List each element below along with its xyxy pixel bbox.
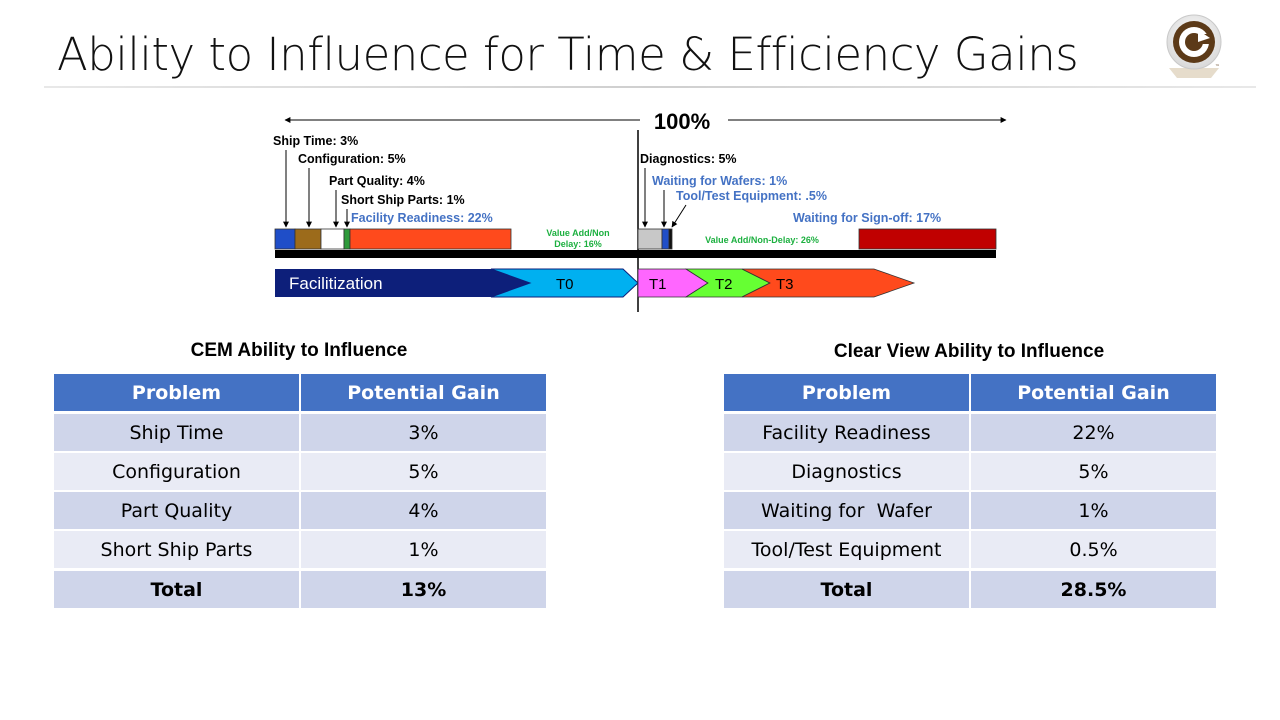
table-row: Ship Time 3% bbox=[52, 411, 548, 453]
header-potential-gain: Potential Gain bbox=[969, 372, 1218, 414]
cell-gain: 3% bbox=[299, 411, 548, 453]
value-add-left-line2: Delay: 16% bbox=[554, 239, 602, 249]
cell-gain: 4% bbox=[299, 490, 548, 531]
phase-t2-label: T2 bbox=[715, 276, 733, 293]
title-divider bbox=[44, 86, 1256, 88]
label-waiting-wafers: Waiting for Wafers: 1% bbox=[652, 174, 787, 188]
table-row: Part Quality 4% bbox=[52, 490, 548, 531]
table-total-row: Total 13% bbox=[52, 568, 548, 610]
total-label: Total bbox=[722, 568, 971, 610]
table-row: Waiting for Wafer 1% bbox=[722, 490, 1218, 531]
segment-tool-test bbox=[668, 228, 673, 250]
phase-facilitization-label: Facilitization bbox=[289, 274, 383, 293]
table-header-row: Problem Potential Gain bbox=[722, 372, 1218, 414]
table-row: Tool/Test Equipment 0.5% bbox=[722, 529, 1218, 571]
value-add-left-line1: Value Add/Non bbox=[546, 228, 609, 238]
phase-t0-arrow bbox=[490, 268, 639, 298]
total-label: Total bbox=[52, 568, 301, 610]
trademark-mark: ™ bbox=[1215, 64, 1220, 70]
clearview-logo-icon: ™ bbox=[1166, 14, 1222, 78]
header-problem: Problem bbox=[52, 372, 301, 414]
cem-table-title: CEM Ability to Influence bbox=[190, 340, 408, 361]
total-value: 13% bbox=[299, 568, 548, 610]
table-row: Configuration 5% bbox=[52, 451, 548, 492]
segment-waiting-wafers bbox=[661, 228, 670, 250]
cell-gain: 1% bbox=[969, 490, 1218, 531]
table-row: Diagnostics 5% bbox=[722, 451, 1218, 492]
cell-problem: Configuration bbox=[52, 451, 301, 492]
table-header-row: Problem Potential Gain bbox=[52, 372, 548, 414]
segment-part-quality bbox=[320, 228, 345, 250]
header-problem: Problem bbox=[722, 372, 971, 414]
slide-title: Ability to Influence for Time & Efficien… bbox=[57, 28, 1079, 81]
clearview-table: Problem Potential Gain Facility Readines… bbox=[722, 372, 1218, 610]
cell-gain: 5% bbox=[969, 451, 1218, 492]
total-value: 28.5% bbox=[969, 568, 1218, 610]
phase-t3-label: T3 bbox=[776, 276, 794, 293]
cell-gain: 1% bbox=[299, 529, 548, 571]
phase-facilitization-arrow bbox=[275, 269, 530, 297]
pointer-tool-test bbox=[671, 204, 687, 228]
table-total-row: Total 28.5% bbox=[722, 568, 1218, 610]
total-percent-label: 100% bbox=[654, 109, 710, 134]
label-facility-readiness: Facility Readiness: 22% bbox=[351, 211, 493, 225]
process-timeline-diagram: 100% Ship Time: 3% Configuration: 5% Par… bbox=[273, 109, 1007, 312]
timeline-baseline bbox=[275, 250, 996, 258]
label-part-quality: Part Quality: 4% bbox=[329, 174, 425, 188]
segment-signoff bbox=[858, 228, 997, 250]
table-row: Facility Readiness 22% bbox=[722, 411, 1218, 453]
label-signoff: Waiting for Sign-off: 17% bbox=[793, 211, 941, 225]
label-ship-time: Ship Time: 3% bbox=[273, 134, 358, 148]
cell-problem: Tool/Test Equipment bbox=[722, 529, 971, 571]
table-row: Short Ship Parts 1% bbox=[52, 529, 548, 571]
cem-table: Problem Potential Gain Ship Time 3% Conf… bbox=[52, 372, 548, 610]
segment-configuration bbox=[294, 228, 322, 250]
phase-t0-label: T0 bbox=[556, 276, 574, 293]
cell-problem: Part Quality bbox=[52, 490, 301, 531]
cell-gain: 5% bbox=[299, 451, 548, 492]
phase-t3-arrow bbox=[741, 268, 916, 298]
segment-short-ship bbox=[343, 228, 351, 250]
label-tool-test: Tool/Test Equipment: .5% bbox=[676, 189, 827, 203]
label-diagnostics: Diagnostics: 5% bbox=[640, 152, 737, 166]
phase-t1-label: T1 bbox=[649, 276, 667, 293]
value-add-right: Value Add/Non-Delay: 26% bbox=[705, 235, 819, 245]
cell-problem: Waiting for Wafer bbox=[722, 490, 971, 531]
segment-facility-readiness bbox=[349, 228, 512, 250]
segment-ship-time bbox=[274, 228, 296, 250]
cell-problem: Ship Time bbox=[52, 411, 301, 453]
cell-problem: Short Ship Parts bbox=[52, 529, 301, 571]
header-potential-gain: Potential Gain bbox=[299, 372, 548, 414]
label-short-ship: Short Ship Parts: 1% bbox=[341, 193, 465, 207]
cell-gain: 22% bbox=[969, 411, 1218, 453]
cell-problem: Diagnostics bbox=[722, 451, 971, 492]
label-configuration: Configuration: 5% bbox=[298, 152, 406, 166]
cell-gain: 0.5% bbox=[969, 529, 1218, 571]
cell-problem: Facility Readiness bbox=[722, 411, 971, 453]
segment-diagnostics bbox=[637, 228, 663, 250]
clearview-table-title: Clear View Ability to Influence bbox=[833, 341, 1105, 362]
